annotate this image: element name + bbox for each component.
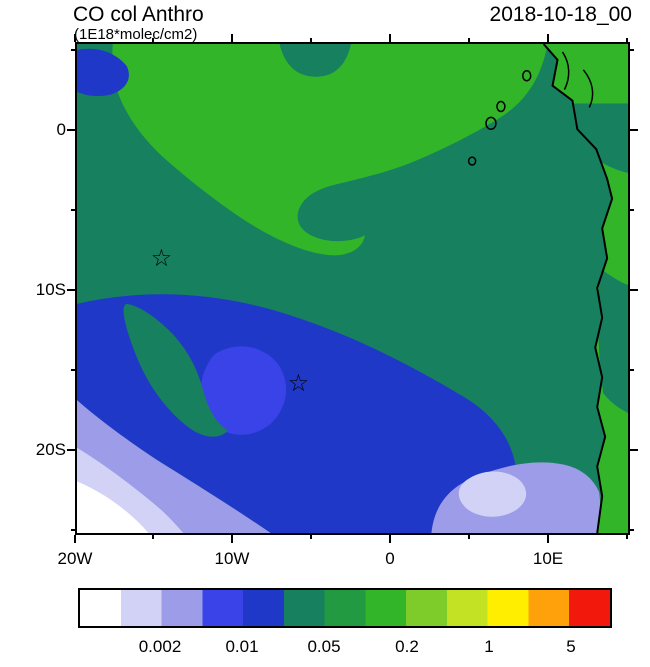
axis-tick — [310, 38, 312, 42]
colorbar-cell — [202, 590, 244, 626]
colorbar-cell — [283, 590, 326, 626]
axis-tick — [389, 34, 391, 42]
contour-region-teal-inlier — [123, 303, 228, 437]
contour-region-lavender-southeast-patch — [458, 471, 527, 517]
axis-tick — [71, 529, 75, 531]
land-teal-patch-mid — [598, 268, 628, 413]
axis-tick — [389, 535, 391, 543]
axis-tick — [468, 38, 470, 42]
axis-tick — [468, 535, 470, 539]
axis-tick — [152, 535, 154, 539]
river-line — [561, 51, 570, 90]
lon-tick-label: 10E — [532, 549, 564, 568]
axis-tick — [71, 49, 75, 51]
lon-tick-label: 20W — [57, 549, 93, 568]
axis-tick — [626, 38, 628, 42]
axis-tick — [231, 535, 233, 543]
colorbar-cell — [120, 590, 163, 626]
colorbar-tick-label: 5 — [566, 637, 576, 656]
axis-tick — [547, 34, 549, 42]
axis-tick — [71, 369, 75, 371]
axis-tick — [67, 289, 75, 291]
colorbar-svg — [80, 590, 610, 626]
axis-tick — [630, 209, 634, 211]
coastline — [542, 44, 614, 533]
contour-region-white-corner — [77, 481, 149, 533]
colorbar-cell — [161, 590, 204, 626]
axis-tick — [152, 38, 154, 42]
plot-title: CO col Anthro — [73, 3, 204, 26]
island-outline — [496, 100, 506, 113]
axis-tick — [626, 535, 628, 539]
contour-region-green-north — [112, 44, 548, 256]
colorbar-tick-label: 0.01 — [225, 637, 259, 656]
map-frame: ☆ ☆ — [75, 42, 630, 535]
contour-region-blue-northwest-patch — [77, 48, 129, 97]
africa-land — [543, 44, 628, 533]
axis-tick — [231, 34, 233, 42]
lat-tick-label: 0 — [56, 120, 66, 139]
station-marker: ☆ — [288, 369, 309, 397]
axis-tick — [630, 449, 638, 451]
colorbar-cell — [528, 590, 571, 626]
colorbar-cell — [365, 590, 407, 626]
axis-tick — [71, 209, 75, 211]
colorbar-cell — [406, 590, 448, 626]
contour-region-blue-bright-patch — [200, 346, 287, 435]
axis-tick — [630, 289, 638, 291]
island-outline — [467, 156, 477, 166]
axis-tick — [67, 129, 75, 131]
plot-units: (1E18*molec/cm2) — [74, 26, 198, 43]
land-teal-patch-north — [572, 103, 628, 173]
colorbar-cell — [446, 590, 489, 626]
axis-tick — [630, 529, 634, 531]
river-line — [582, 69, 594, 108]
station-marker: ☆ — [151, 244, 172, 272]
axis-tick — [630, 129, 638, 131]
axis-tick — [630, 49, 634, 51]
axis-tick — [67, 449, 75, 451]
island-outline — [522, 70, 532, 82]
lon-tick-label: 10W — [214, 549, 250, 568]
colorbar-tick-label: 1 — [484, 637, 494, 656]
colorbar-tick-label: 0.2 — [395, 637, 419, 656]
colorbar-cell — [324, 590, 367, 626]
map-svg: ☆ ☆ — [77, 44, 628, 533]
colorbar-cell — [243, 590, 285, 626]
colorbar-cell — [80, 590, 122, 626]
axis-tick — [547, 535, 549, 543]
axis-tick — [74, 34, 76, 42]
axis-tick — [630, 369, 634, 371]
colorbar-tick-label: 0.002 — [138, 637, 182, 656]
colorbar-cell — [569, 590, 610, 626]
lon-tick-label: 0 — [385, 549, 395, 568]
colorbar-tick-label: 0.05 — [307, 637, 341, 656]
colorbar — [78, 588, 612, 628]
island-outline — [485, 116, 497, 131]
colorbar-cell — [487, 590, 530, 626]
axis-tick — [74, 535, 76, 543]
lat-tick-label: 20S — [35, 440, 66, 459]
plot-datetime: 2018-10-18_00 — [489, 3, 632, 26]
lat-tick-label: 10S — [35, 280, 66, 299]
axis-tick — [310, 535, 312, 539]
